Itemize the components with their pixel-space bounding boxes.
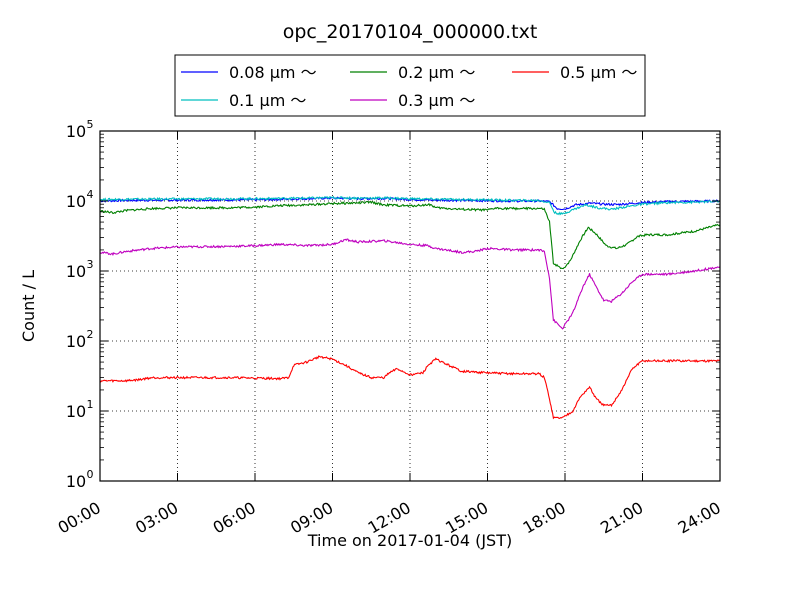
x-tick-label: 21:00 — [597, 498, 646, 538]
y-tick-exponent: 4 — [87, 188, 94, 201]
y-tick-exponent: 2 — [87, 328, 94, 341]
series-line-3 — [99, 238, 721, 330]
y-tick-exponent: 0 — [87, 468, 94, 481]
series-lines — [99, 195, 721, 420]
axis-ticks: 00:00 03:00 06:00 09:00 12:00 15:00 18:00 21:00… — [55, 118, 724, 538]
x-tick-label: 24:00 — [675, 498, 724, 538]
y-tick-label: 10 — [66, 472, 86, 491]
grid-lines — [99, 130, 721, 482]
legend-label: 0.5 μm ～ — [560, 63, 637, 82]
legend-label: 0.2 μm ～ — [398, 63, 475, 82]
y-tick-label: 10 — [66, 192, 86, 211]
y-tick-label: 10 — [66, 262, 86, 281]
series-line-4 — [99, 355, 721, 420]
y-tick-exponent: 1 — [87, 398, 94, 411]
y-tick-label: 10 — [66, 122, 86, 141]
x-axis-label: Time on 2017-01-04 (JST) — [307, 531, 512, 550]
y-axis-label: Count / L — [19, 270, 38, 342]
y-tick-label: 10 — [66, 332, 86, 351]
legend-label: 0.08 μm ～ — [229, 63, 317, 82]
x-tick-label: 06:00 — [210, 498, 259, 538]
series-line-0 — [99, 196, 721, 211]
legend-label: 0.3 μm ～ — [398, 91, 475, 110]
y-tick-label: 10 — [66, 402, 86, 421]
x-tick-label: 03:00 — [132, 498, 181, 538]
legend: 0.08 μm ～ 0.1 μm ～ 0.2 μm ～ 0.3 μm ～ 0.5 μm … — [174, 54, 646, 117]
series-line-1 — [99, 195, 721, 216]
y-tick-exponent: 5 — [87, 118, 94, 131]
y-tick-exponent: 3 — [87, 258, 94, 271]
series-line-2 — [99, 200, 721, 270]
x-tick-label: 18:00 — [520, 498, 569, 538]
legend-box — [174, 54, 646, 117]
x-tick-label: 00:00 — [55, 498, 104, 538]
chart-title: opc_20170104_000000.txt — [283, 21, 538, 43]
legend-label: 0.1 μm ～ — [229, 91, 306, 110]
